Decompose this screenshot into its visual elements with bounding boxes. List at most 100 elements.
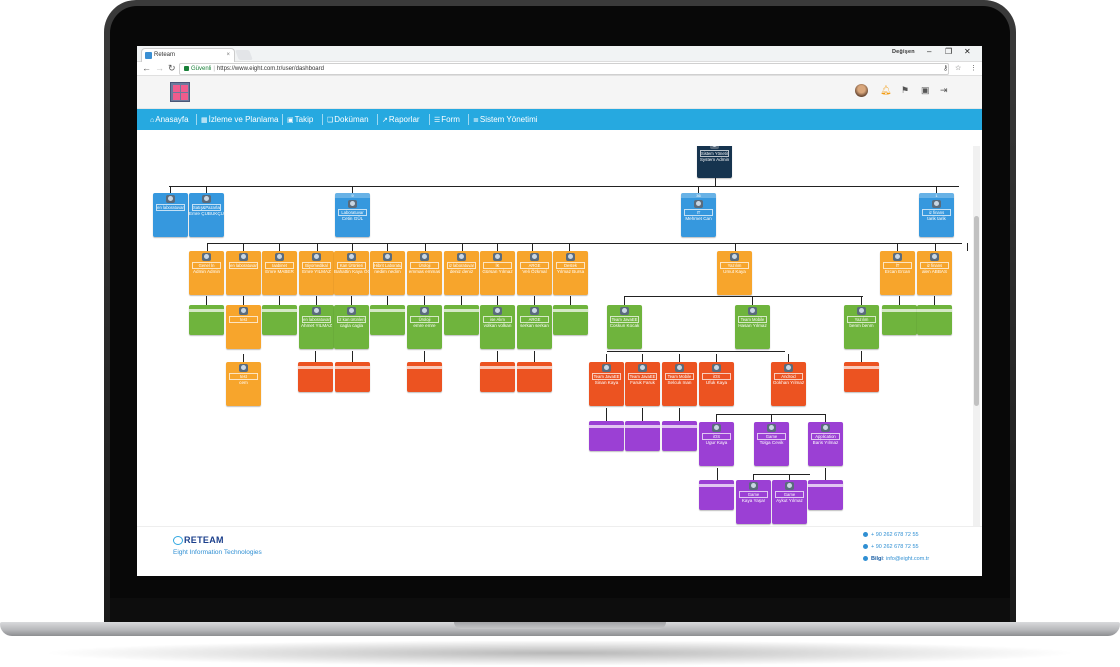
org-node[interactable]: Team JavaEE Faruk Faruk xyxy=(625,362,660,406)
org-node[interactable]: Satış&PazarlamaEmre ÇUBUKÇU xyxy=(189,193,224,237)
app-logo[interactable] xyxy=(170,82,190,102)
menu-item-raporlar[interactable]: ↗Raporlar xyxy=(382,115,420,124)
org-node[interactable]: Biyomedikal Emre YILMAZ xyxy=(299,251,334,295)
user-avatar[interactable] xyxy=(855,84,868,97)
reload-icon[interactable]: ↻ xyxy=(168,63,176,73)
menu-item-doküman[interactable]: ❏Doküman xyxy=(327,115,369,124)
briefcase-icon[interactable]: ▣ xyxy=(921,85,930,95)
org-node[interactable]: ise Alım volkan volkan xyxy=(480,305,515,349)
org-node[interactable] xyxy=(553,305,588,335)
org-node[interactable] xyxy=(699,480,734,510)
org-node[interactable]: Yazılım Umut Kaya xyxy=(717,251,752,295)
browser-tab[interactable]: Reteam × xyxy=(141,48,235,62)
node-title: Biyomedikal xyxy=(302,262,331,269)
org-node[interactable] xyxy=(808,480,843,510)
user-avatar-icon xyxy=(312,307,321,315)
menu-item-i-zleme-ve-planlama[interactable]: ▦İzleme ve Planlama xyxy=(201,115,278,124)
org-node[interactable]: en laboratuvar Ahmet YILMAZ xyxy=(299,305,334,349)
org-node[interactable] xyxy=(262,305,297,335)
org-node[interactable] xyxy=(589,421,624,451)
menu-item-takip[interactable]: ▣Takip xyxy=(287,115,313,124)
org-node[interactable]: Genel İn Admin Admin xyxy=(189,251,224,295)
org-node[interactable] xyxy=(882,305,917,335)
org-node[interactable] xyxy=(298,362,333,392)
org-node[interactable] xyxy=(517,362,552,392)
vertical-scrollbar[interactable] xyxy=(973,146,980,526)
org-node[interactable]: Game Aykut Yılmaz xyxy=(772,480,807,524)
new-tab-button[interactable] xyxy=(235,50,253,60)
forward-icon[interactable]: → xyxy=(155,63,164,73)
menu-icon[interactable]: ⋮ xyxy=(970,65,977,72)
scrollbar-thumb[interactable] xyxy=(974,216,979,406)
node-name: cem xyxy=(239,380,248,385)
org-node[interactable]: İT Ercan Ercan xyxy=(880,251,915,295)
minimize-icon[interactable]: – xyxy=(927,47,932,56)
org-node[interactable] xyxy=(444,305,479,335)
close-window-icon[interactable]: ✕ xyxy=(964,47,971,56)
org-node[interactable]: Game Tolga Cevik xyxy=(754,422,789,466)
key-icon[interactable]: ⚷ xyxy=(943,65,949,72)
menu-item-anasayfa[interactable]: ⌂Anasayfa xyxy=(150,115,189,124)
org-node[interactable]: Application Baris Yılmaz xyxy=(808,422,843,466)
menu-separator xyxy=(377,114,378,125)
email-icon xyxy=(863,556,868,562)
org-node[interactable]: Üroloji emre emre xyxy=(407,305,442,349)
org-node[interactable]: İK Gürsan Yılmaz xyxy=(480,251,515,295)
org-node[interactable] xyxy=(407,362,442,392)
org-node[interactable]: ARGE serkan serkan xyxy=(517,305,552,349)
node-name: Ahmet YILMAZ xyxy=(300,323,333,328)
org-node[interactable]: 36 IT Mehmet Can xyxy=(681,193,716,237)
org-node[interactable]: Game Kaya Yaşar xyxy=(736,480,771,524)
org-node[interactable] xyxy=(370,305,405,335)
org-node[interactable]: Android Gokhan Yılmaz xyxy=(771,362,806,406)
user-avatar-icon xyxy=(749,482,758,490)
org-node[interactable] xyxy=(662,421,697,451)
flag-icon[interactable]: ⚑ xyxy=(901,85,910,95)
org-node[interactable]: Team JavaEE Coskun Kocak xyxy=(607,305,642,349)
org-node[interactable]: test cem xyxy=(226,362,261,406)
org-node[interactable]: iOS Ufuk Kaya xyxy=(699,362,734,406)
org-node[interactable]: Hibrit Laboratuvarnedim nedim xyxy=(370,251,405,295)
org-node[interactable]: Team Mobile Selcuk Inan xyxy=(662,362,697,406)
org-node[interactable] xyxy=(189,305,224,335)
org-node[interactable]: Iaabinet Emre MABER xyxy=(262,251,297,295)
org-node[interactable]: en laboratuvar xyxy=(226,251,261,295)
org-node[interactable] xyxy=(335,362,370,392)
org-node[interactable]: iz kan ürünleri cagla cagla xyxy=(334,305,369,349)
org-node[interactable]: iz laboratuvar deniz deniz xyxy=(444,251,479,295)
menu-item-form[interactable]: ☰Form xyxy=(434,115,460,124)
connector-line xyxy=(387,243,388,251)
tab-close-icon[interactable]: × xyxy=(226,52,230,58)
node-title: Game xyxy=(739,491,768,498)
org-node[interactable]: iz finans alen ABBAS xyxy=(917,251,952,295)
menu-item-sistem-yönetimi[interactable]: ≣Sistem Yönetimi xyxy=(473,115,538,124)
bell-icon[interactable]: 🔔︎ xyxy=(880,85,892,95)
node-name: System Admin xyxy=(699,157,730,162)
connector-line xyxy=(717,468,718,480)
connector-line xyxy=(497,243,498,251)
logout-icon[interactable]: ⇥ xyxy=(940,85,948,95)
org-node[interactable]: Team Mobile Hasan Yılmaz xyxy=(735,305,770,349)
org-node[interactable]: 9 Laboratuvar Cetin GÜL xyxy=(335,193,370,237)
url-input[interactable]: Güvenli | https://www.eight.com.tr/user/da… xyxy=(179,63,949,75)
connector-line xyxy=(425,243,426,251)
org-node[interactable] xyxy=(917,305,952,335)
org-node[interactable]: en laboratuvar xyxy=(153,193,188,237)
org-node[interactable]: test xyxy=(226,305,261,349)
org-node[interactable]: 1 iz finans tarik tarik xyxy=(919,193,954,237)
star-icon[interactable]: ☆ xyxy=(955,65,962,72)
org-node[interactable]: Yazılım benm benm xyxy=(844,305,879,349)
org-node[interactable]: Team JavaEE Sinan Kaya xyxy=(589,362,624,406)
org-node[interactable] xyxy=(625,421,660,451)
org-node[interactable]: iOS Ugur Kaya xyxy=(699,422,734,466)
org-node[interactable]: ARGE Veli Özkmal xyxy=(517,251,552,295)
back-icon[interactable]: ← xyxy=(142,63,151,73)
maximize-icon[interactable]: ❐ xyxy=(945,47,953,56)
org-node[interactable] xyxy=(844,362,879,392)
profile-name[interactable]: Değişen xyxy=(892,49,915,55)
org-node[interactable] xyxy=(480,362,515,392)
org-node[interactable]: Üroloji emmas emmas xyxy=(407,251,442,295)
org-node[interactable]: Destek Yılmaz Bursa xyxy=(553,251,588,295)
